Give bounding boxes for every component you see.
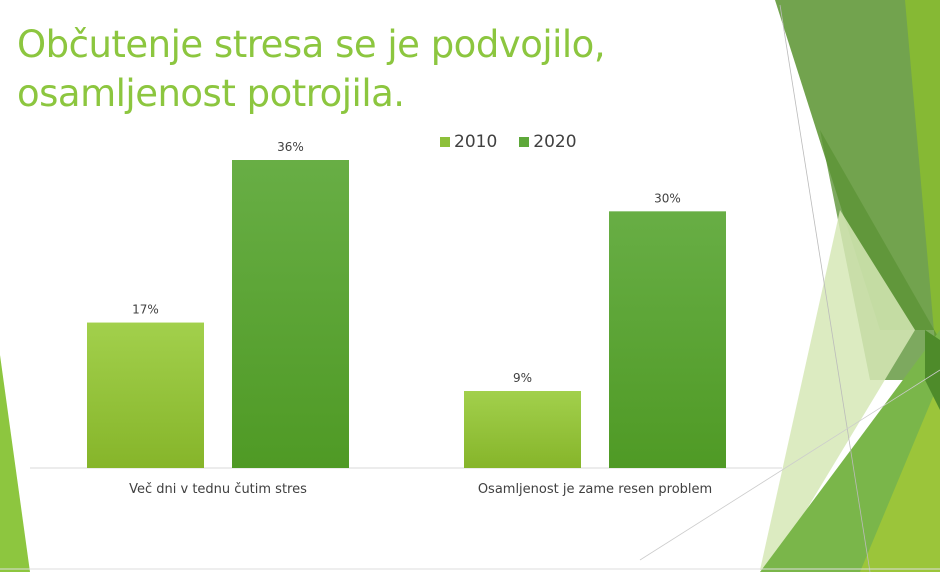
- legend-swatch-2010: [440, 137, 450, 147]
- bar-2020-1: [609, 211, 726, 469]
- dark-accent-shape: [925, 330, 940, 410]
- lime-shape: [860, 380, 940, 572]
- dark-green-shape: [775, 0, 940, 330]
- data-label: 9%: [513, 371, 532, 385]
- data-label: 36%: [277, 140, 304, 154]
- lime-strip-shape: [905, 0, 940, 400]
- category-label: Več dni v tednu čutim stres: [129, 482, 307, 497]
- mid-green-shape: [820, 130, 940, 380]
- legend-item-2020: 2020: [519, 132, 577, 152]
- bar-2010-1: [464, 391, 581, 468]
- data-label: 17%: [132, 303, 159, 317]
- bar-2020-0: [232, 160, 349, 468]
- legend: 2010 2020: [440, 132, 577, 152]
- pale-green-shape: [760, 210, 915, 570]
- legend-label-2010: 2010: [454, 132, 498, 152]
- legend-swatch-2020: [519, 137, 530, 147]
- category-label: Osamljenost je zame resen problem: [478, 482, 712, 497]
- bar-2010-0: [87, 322, 204, 468]
- legend-label-2020: 2020: [533, 132, 577, 152]
- deco-line: [639, 369, 940, 561]
- title-line-1: Občutenje stresa se je podvojilo,: [17, 23, 606, 66]
- deco-line: [779, 4, 871, 572]
- left-accent-shape: [0, 355, 30, 572]
- legend-item-2010: 2010: [440, 132, 497, 152]
- data-label: 30%: [654, 191, 681, 205]
- slide-title: Občutenje stresa se je podvojilo, osamlj…: [17, 20, 606, 118]
- title-line-2: osamljenost potrojila.: [17, 72, 405, 115]
